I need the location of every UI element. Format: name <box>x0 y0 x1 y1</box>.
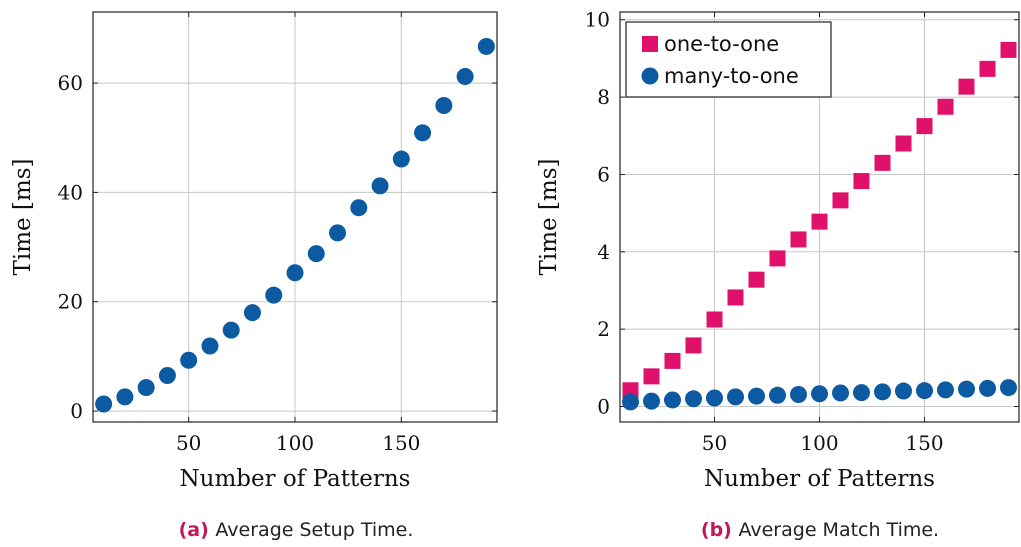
legend-marker-circle <box>641 67 659 85</box>
data-point-circle <box>664 391 681 409</box>
data-point-circle <box>243 304 261 322</box>
data-point-circle <box>477 37 495 55</box>
data-point-circle <box>769 386 786 404</box>
figure-caption: (a) Average Setup Time. <box>179 519 414 541</box>
data-point-square <box>643 368 660 385</box>
chart-panel-b: 50 100 150 0 2 4 6 8 10 Number of Patterns Time [m… <box>536 8 1020 541</box>
legend-label: one-to-one <box>664 32 779 56</box>
x-tick-label: 150 <box>905 431 943 455</box>
data-point-square <box>958 78 975 95</box>
data-point-square <box>874 154 891 171</box>
data-point-circle <box>95 395 113 413</box>
data-point-circle <box>958 380 975 398</box>
x-tick-label: 50 <box>702 431 727 455</box>
data-point-square <box>895 135 912 152</box>
y-tick-label: 2 <box>597 317 610 341</box>
y-tick-label: 40 <box>58 180 83 204</box>
data-point-circle <box>371 177 389 195</box>
figure-caption: (b) Average Match Time. <box>701 519 939 541</box>
x-tick-label: 100 <box>800 431 838 455</box>
x-tick-label: 100 <box>276 431 314 455</box>
data-point-circle <box>435 96 453 114</box>
data-point-circle <box>727 388 744 406</box>
data-point-circle <box>832 384 849 402</box>
data-point-circle <box>201 337 219 355</box>
data-point-circle <box>116 388 134 406</box>
y-axis-label: Time [ms] <box>10 159 36 276</box>
data-point-circle <box>222 321 240 339</box>
data-point-circle <box>748 387 765 405</box>
data-point-circle <box>643 392 660 410</box>
data-point-square <box>979 60 996 77</box>
data-point-square <box>1000 41 1017 58</box>
x-tick-label: 50 <box>176 431 201 455</box>
data-point-circle <box>158 367 176 385</box>
y-tick-label: 10 <box>585 8 610 32</box>
data-point-circle <box>895 382 912 400</box>
x-axis-label: Number of Patterns <box>704 466 935 492</box>
data-point-square <box>748 271 765 288</box>
y-tick-label: 4 <box>597 240 610 264</box>
data-point-square <box>853 173 870 190</box>
chart-panel-a: 50 100 150 0 20 40 60 Number of Patterns Time [m… <box>10 11 498 541</box>
data-point-circle <box>853 384 870 402</box>
data-point-circle <box>937 381 954 399</box>
data-point-square <box>706 311 723 328</box>
x-tick-label: 150 <box>382 431 420 455</box>
y-tick-label: 60 <box>58 71 83 95</box>
legend-box <box>625 21 832 98</box>
data-point-square <box>622 382 639 399</box>
data-point-square <box>937 98 954 115</box>
data-point-circle <box>811 385 828 403</box>
data-point-circle <box>1000 379 1017 397</box>
data-point-circle <box>622 393 639 411</box>
data-point-circle <box>706 389 723 407</box>
data-point-circle <box>392 150 410 168</box>
data-point-circle <box>286 264 304 282</box>
y-tick-label: 6 <box>597 162 610 186</box>
data-point-circle <box>180 351 198 369</box>
legend-label: many-to-one <box>664 64 799 88</box>
data-point-square <box>664 352 681 369</box>
data-point-circle <box>265 286 283 304</box>
data-point-square <box>916 118 933 135</box>
y-axis-label: Time [ms] <box>536 159 562 276</box>
data-point-circle <box>350 199 368 217</box>
data-point-circle <box>329 224 347 242</box>
data-point-circle <box>979 379 996 397</box>
data-point-circle <box>685 390 702 408</box>
data-point-circle <box>916 382 933 400</box>
data-point-circle <box>414 124 432 142</box>
y-tick-label: 8 <box>597 85 610 109</box>
data-point-circle <box>307 245 325 263</box>
data-point-square <box>832 192 849 209</box>
data-point-circle <box>874 383 891 401</box>
data-point-circle <box>790 386 807 404</box>
data-point-square <box>769 250 786 267</box>
data-point-circle <box>456 68 474 86</box>
x-axis-label: Number of Patterns <box>180 466 411 492</box>
data-point-square <box>790 231 807 248</box>
y-tick-label: 0 <box>70 399 83 423</box>
data-point-square <box>811 213 828 230</box>
data-point-square <box>727 289 744 306</box>
y-tick-label: 20 <box>58 290 83 314</box>
data-point-square <box>685 337 702 354</box>
data-point-circle <box>137 379 155 397</box>
y-tick-label: 0 <box>597 395 610 419</box>
legend-marker-square <box>642 36 658 52</box>
